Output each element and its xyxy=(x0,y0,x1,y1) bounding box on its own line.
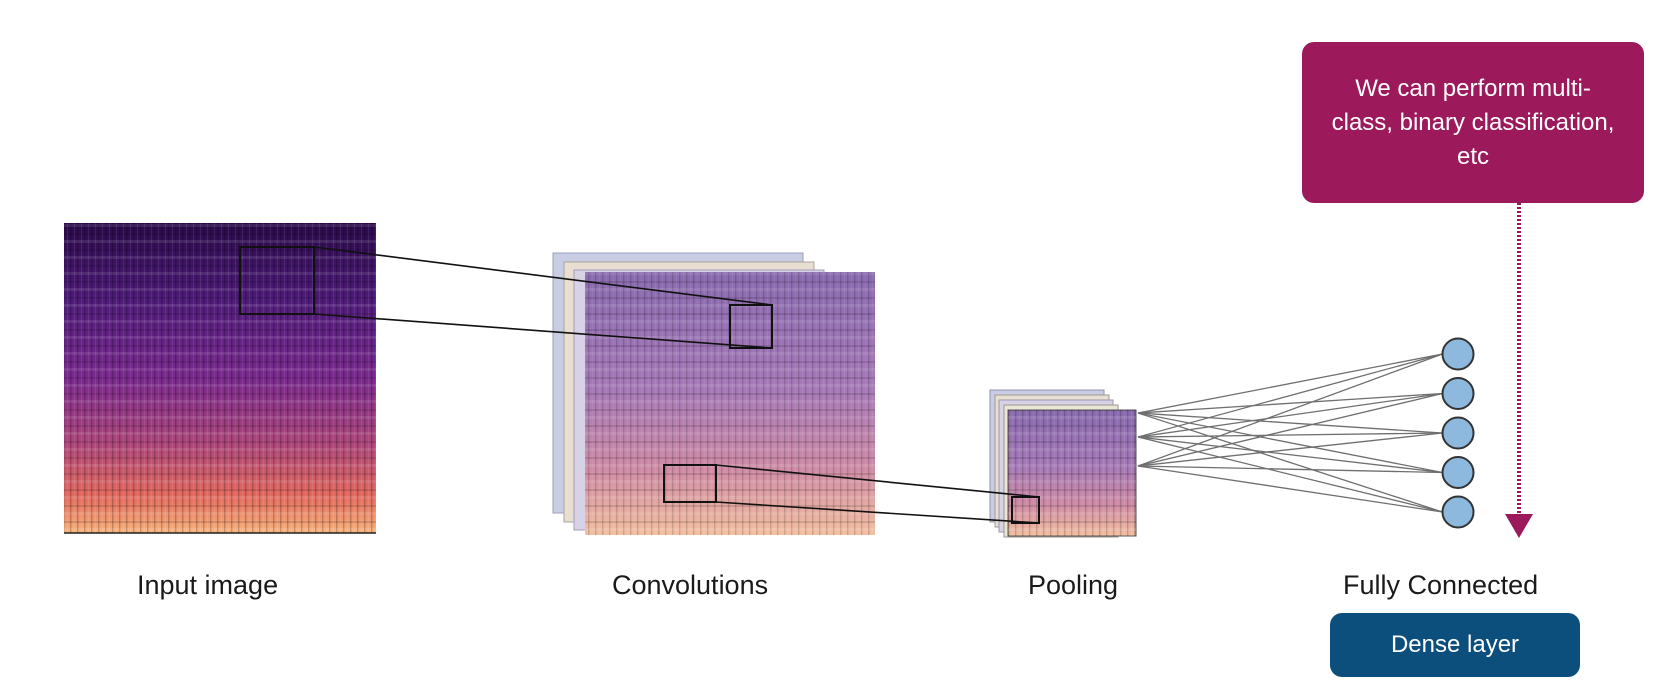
dense-layer-nodes xyxy=(1441,337,1475,529)
projection-lines xyxy=(313,246,1040,524)
pooling-stack xyxy=(989,389,1137,538)
fc-edge xyxy=(1137,412,1443,513)
fc-edge xyxy=(1137,436,1443,513)
fc-edge xyxy=(1137,465,1443,474)
dense-node xyxy=(1441,416,1475,450)
fc-edge xyxy=(1137,436,1443,474)
conv-target-box-upper xyxy=(729,304,773,349)
convolution-stack xyxy=(552,252,875,535)
input-receptive-field-box xyxy=(239,246,315,315)
fc-edge xyxy=(1137,412,1443,434)
conv-source-box-lower xyxy=(663,464,717,503)
dense-node xyxy=(1441,456,1475,489)
classification-callout: We can perform multi-class, binary class… xyxy=(1302,42,1644,203)
fc-edge xyxy=(1137,353,1443,438)
fully-connected-label: Fully Connected xyxy=(1343,570,1539,600)
fc-edge xyxy=(1137,432,1443,438)
callout-arrow xyxy=(1505,203,1533,538)
fully-connected-edges xyxy=(1137,353,1443,513)
fc-edge xyxy=(1137,353,1443,467)
pooling-label: Pooling xyxy=(1028,570,1119,600)
fc-edge xyxy=(1137,465,1443,513)
convolutions-label: Convolutions xyxy=(612,570,769,600)
pool-target-box xyxy=(1011,496,1040,524)
fc-edge xyxy=(1137,392,1443,467)
dense-node xyxy=(1441,377,1475,410)
dense-layer-badge: Dense layer xyxy=(1330,613,1580,677)
input-image-label: Input image xyxy=(137,570,279,600)
input-spectrogram xyxy=(64,223,376,534)
fc-edge xyxy=(1137,392,1443,414)
dense-node xyxy=(1441,337,1475,371)
dense-node xyxy=(1441,495,1475,529)
fc-edge xyxy=(1137,353,1443,414)
fc-edge xyxy=(1137,432,1443,467)
fc-edge xyxy=(1137,412,1443,474)
